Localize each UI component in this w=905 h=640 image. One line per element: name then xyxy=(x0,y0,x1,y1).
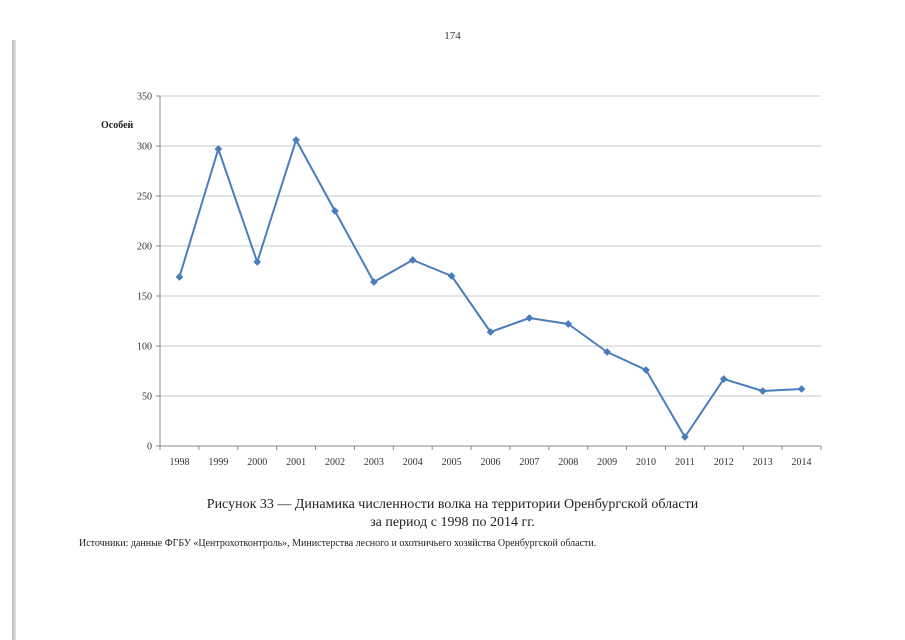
x-tick-labels: 1998 1999 2000 2001 2002 2003 2004 2005 2006 2007… xyxy=(169,457,811,468)
x-tick-label: 2006 xyxy=(481,457,501,468)
y-tick-label: 200 xyxy=(137,242,152,253)
data-point xyxy=(564,320,573,328)
data-point xyxy=(797,385,806,393)
x-tick-label: 2008 xyxy=(558,457,578,468)
y-tick-label: 0 xyxy=(147,442,152,453)
figure-caption-line2: за период с 1998 по 2014 гг. xyxy=(370,515,535,530)
data-point xyxy=(642,366,650,374)
x-tick-label: 2011 xyxy=(675,457,695,468)
sources-note: Источники: данные ФГБУ «Центрохотконтрол… xyxy=(79,538,597,549)
data-point xyxy=(175,273,184,281)
x-tick-label: 2000 xyxy=(247,457,267,468)
data-point xyxy=(719,375,728,383)
x-tick-label: 2010 xyxy=(636,457,656,468)
y-tick-label: 250 xyxy=(137,192,152,203)
data-point xyxy=(603,348,612,356)
y-tick-label: 350 xyxy=(137,92,152,103)
x-tick-label: 2007 xyxy=(519,457,539,468)
chart-gridlines xyxy=(160,95,821,397)
x-tick-label: 2012 xyxy=(714,457,734,468)
y-tick-labels: 0 50 100 150 200 250 300 350 xyxy=(137,92,152,453)
x-tick-label: 2014 xyxy=(792,457,812,468)
x-tick-label: 2013 xyxy=(753,457,773,468)
y-tick-label: 150 xyxy=(137,292,152,303)
y-axis-label: Особей xyxy=(101,120,134,131)
x-tick-label: 1999 xyxy=(208,457,228,468)
data-point xyxy=(331,207,339,215)
chart-axes xyxy=(156,95,822,450)
figure-caption-line1: Рисунок 33 — Динамика численности волка … xyxy=(206,497,699,512)
x-tick-label: 1998 xyxy=(169,457,189,468)
data-point xyxy=(758,387,767,395)
chart-series xyxy=(175,136,806,441)
x-tick-label: 2001 xyxy=(286,457,306,468)
data-point xyxy=(525,314,534,322)
data-point xyxy=(253,258,262,266)
y-tick-label: 300 xyxy=(137,142,152,153)
data-point xyxy=(486,328,495,336)
data-point xyxy=(447,272,456,280)
y-tick-label: 50 xyxy=(142,392,152,403)
x-tick-label: 2004 xyxy=(403,457,423,468)
data-point xyxy=(369,278,378,286)
y-tick-label: 100 xyxy=(137,342,152,353)
page-number: 174 xyxy=(444,30,461,42)
page-edge-shadow xyxy=(12,40,16,640)
x-tick-label: 2009 xyxy=(597,457,617,468)
x-tick-label: 2003 xyxy=(364,457,384,468)
data-point xyxy=(680,433,689,441)
series-line xyxy=(178,139,802,438)
x-tick-label: 2005 xyxy=(442,457,462,468)
x-tick-label: 2002 xyxy=(325,457,345,468)
data-point xyxy=(292,136,301,144)
data-point xyxy=(214,145,223,153)
data-point xyxy=(408,256,417,264)
